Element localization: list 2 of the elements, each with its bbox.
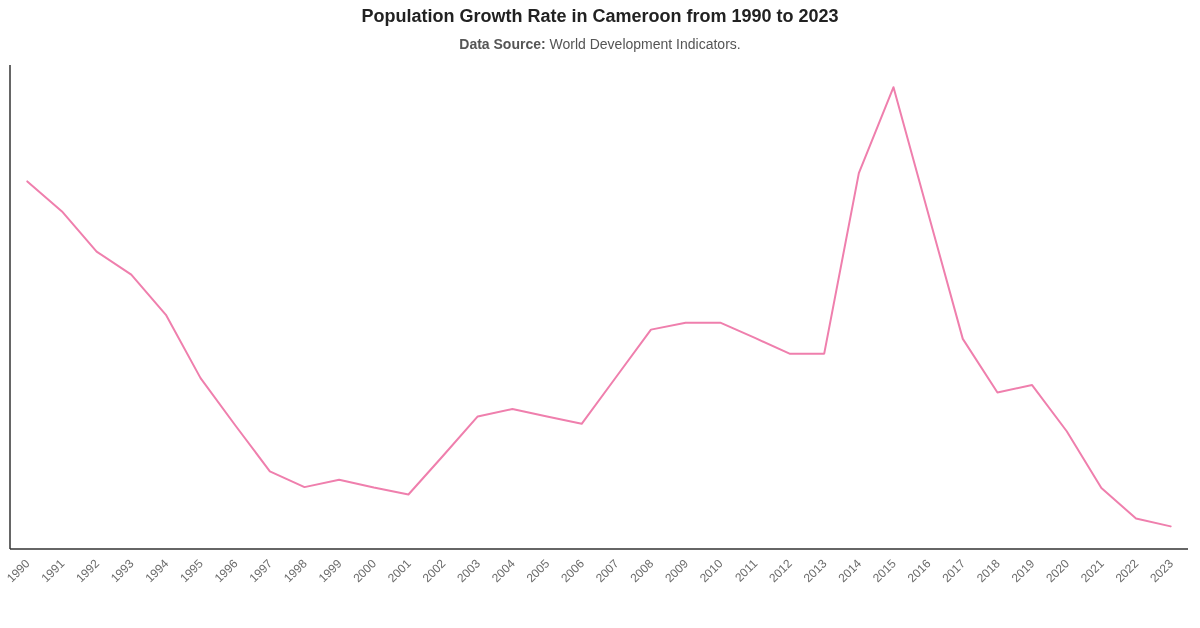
chart-subtitle: Data Source: World Development Indicators. xyxy=(459,36,741,52)
chart-title: Population Growth Rate in Cameroon from 1990 to 2023 xyxy=(360,6,840,27)
